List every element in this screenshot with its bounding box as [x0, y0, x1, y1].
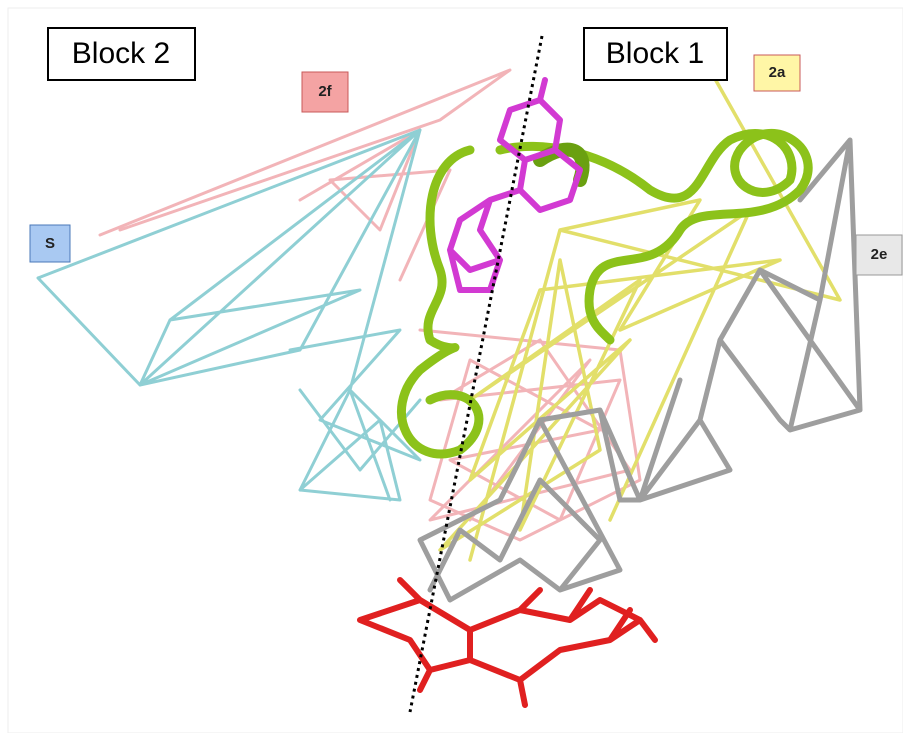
- gray-edges: [417, 137, 863, 603]
- cyan-edges: [36, 128, 422, 502]
- tag-box: [29, 224, 71, 263]
- heme-bonds: [357, 577, 658, 708]
- gray-wireframe: [417, 137, 863, 603]
- tag-label: S: [45, 235, 55, 252]
- block-label: Block 2: [72, 37, 170, 70]
- block-label: Block 1: [606, 37, 704, 70]
- divider-line: [408, 35, 544, 713]
- tag-label: 2f: [318, 83, 332, 100]
- ligand-bonds: [447, 77, 583, 293]
- block-box: [47, 27, 196, 81]
- red-heme: [357, 577, 658, 708]
- tag-box: [753, 54, 801, 92]
- cyan-wireframe: [36, 128, 422, 502]
- ribbon-left: [397, 145, 484, 459]
- tag-box: [301, 71, 349, 113]
- ribbon-right: [495, 128, 813, 345]
- tag-label: 2a: [769, 64, 786, 81]
- block-box: [583, 27, 728, 81]
- tag-label: 2e: [871, 246, 888, 263]
- magenta-ligand: [447, 77, 583, 293]
- tag-box: [855, 234, 903, 276]
